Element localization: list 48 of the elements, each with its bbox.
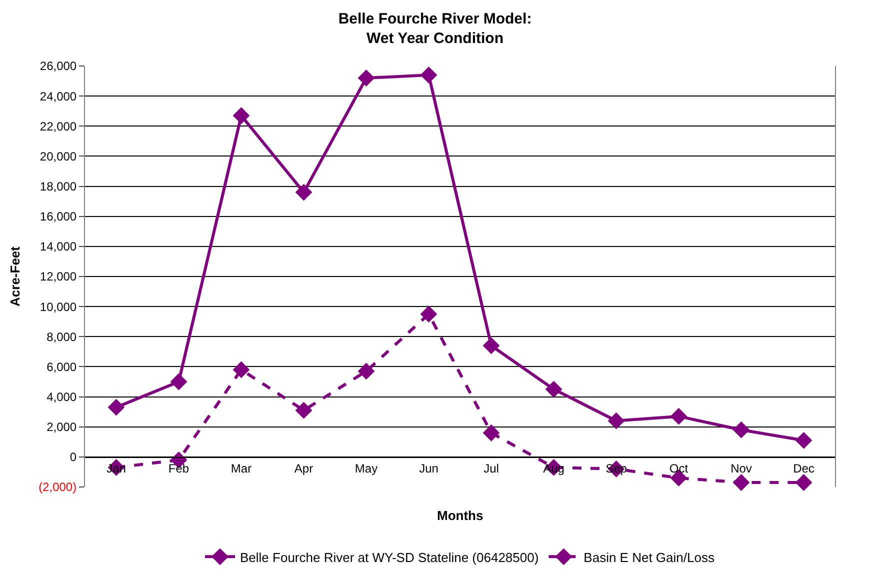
point <box>420 66 438 84</box>
x-tick-label: Oct <box>669 461 689 476</box>
y-tick-label: 6,000 <box>46 360 77 374</box>
x-tick-label: Feb <box>168 461 190 476</box>
point <box>358 70 375 86</box>
x-tick-label: Dec <box>793 461 814 476</box>
y-tick-label: (2,000) <box>38 480 77 494</box>
point <box>232 107 250 124</box>
point <box>732 474 750 491</box>
point <box>295 402 312 419</box>
y-tick-label: 20,000 <box>40 149 77 164</box>
x-tick-label: Apr <box>294 461 314 476</box>
point <box>608 412 625 430</box>
y-tick-label: 0 <box>70 450 77 464</box>
point <box>545 380 562 398</box>
legend-label: Belle Fourche River at WY-SD Stateline (06428500) <box>240 550 539 565</box>
y-tick-label: 26,000 <box>40 59 77 74</box>
y-tick-label: 8,000 <box>46 330 77 344</box>
x-tick-label: Jul <box>484 461 499 476</box>
point <box>232 361 250 378</box>
x-tick-label: Nov <box>730 461 752 476</box>
y-tick-label: 10,000 <box>40 300 77 314</box>
point <box>420 306 438 323</box>
point <box>295 184 312 201</box>
point <box>795 432 812 449</box>
point <box>482 424 500 442</box>
chart-title: Belle Fourche River Model: Wet Year Condition <box>338 10 532 47</box>
x-tick-label: Jun <box>419 461 438 476</box>
y-tick-label: 18,000 <box>40 179 77 194</box>
y-tick-label: 16,000 <box>40 210 77 224</box>
legend-label: Basin E Net Gain/Loss <box>584 550 715 565</box>
x-axis-title: Months <box>437 508 484 523</box>
y-tick-label: 22,000 <box>40 119 77 134</box>
y-tick-label: 14,000 <box>40 240 77 254</box>
y-tick-label: 4,000 <box>46 390 77 404</box>
point <box>170 373 188 390</box>
point <box>482 337 500 354</box>
x-tick-label: May <box>354 461 378 476</box>
point <box>108 398 125 416</box>
y-tick-label: 24,000 <box>40 89 77 104</box>
y-tick-label: 12,000 <box>40 270 77 284</box>
point <box>358 362 375 380</box>
y-tick-label: 2,000 <box>46 420 77 434</box>
point <box>670 408 688 425</box>
point <box>795 474 812 491</box>
y-axis-title: Acre-Feet <box>8 246 23 306</box>
x-tick-label: Mar <box>230 461 252 476</box>
point <box>732 421 750 438</box>
